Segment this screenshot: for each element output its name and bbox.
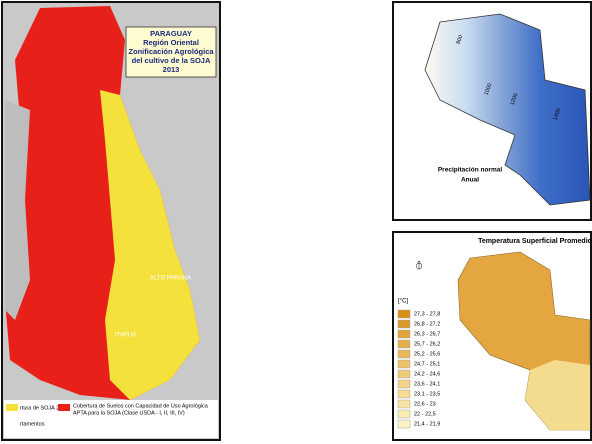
legend-swatch bbox=[397, 389, 411, 399]
legend-label: rtura de SOJA 2013 bbox=[20, 405, 68, 411]
caption: Anual bbox=[461, 177, 479, 184]
title-line: del cultivo de la SOJA bbox=[132, 56, 211, 65]
place-label: ALTO PARANA bbox=[150, 276, 191, 282]
legend-swatch bbox=[397, 379, 411, 389]
legend-swatch bbox=[397, 329, 411, 339]
legend-label: 25,2 - 25,6 bbox=[414, 351, 440, 357]
legend-swatch bbox=[397, 399, 411, 409]
legend-swatch bbox=[58, 404, 70, 411]
legend-swatch bbox=[397, 309, 411, 319]
legend-box bbox=[4, 400, 218, 438]
legend-label: 25,7 - 26,2 bbox=[414, 341, 440, 347]
title-box bbox=[125, 26, 217, 78]
legend-swatch bbox=[397, 349, 411, 359]
temperature-area bbox=[525, 360, 590, 430]
legend-label: 22 - 22,5 bbox=[414, 411, 436, 417]
legend-label: 21,4 - 21,9 bbox=[414, 421, 440, 427]
suitable-soil bbox=[100, 90, 200, 400]
legend-label: APTA para la SOJA (Clase USDA - I, II, I… bbox=[73, 410, 185, 416]
non-soy-area bbox=[5, 100, 30, 320]
legend-label: 24,2 - 24,6 bbox=[414, 371, 440, 377]
legend-label: rtamentos bbox=[20, 421, 45, 427]
title-line: Región Oriental bbox=[143, 38, 199, 47]
temp-legend: 27,3 - 27,8 26,8 - 27,2 26,3 - 26,7 25,7 - … bbox=[397, 309, 440, 429]
legend-swatch bbox=[397, 339, 411, 349]
legend-swatch bbox=[397, 409, 411, 419]
legend-label: 23,1 - 23,5 bbox=[414, 391, 440, 397]
isohyet-label: 1200 bbox=[510, 93, 520, 107]
legend-label: 24,7 - 25,1 bbox=[414, 361, 440, 367]
legend-label: 26,3 - 26,7 bbox=[414, 331, 440, 337]
isohyet-label: 1000 bbox=[484, 83, 494, 97]
temp-title: Temperatura Superficial Promedio bbox=[478, 238, 592, 245]
title-line: PARAGUAY bbox=[150, 29, 192, 38]
title-line: 2013 bbox=[163, 65, 180, 74]
legend-swatch bbox=[397, 359, 411, 369]
legend-swatch bbox=[397, 319, 411, 329]
title-line: Zonificación Agrológica bbox=[128, 47, 214, 56]
place-label: ITAPUA bbox=[115, 333, 136, 339]
legend-swatch bbox=[6, 404, 18, 411]
legend-swatch bbox=[397, 369, 411, 379]
precipitation-area bbox=[424, 13, 591, 206]
north-arrow: ⦽ bbox=[416, 260, 423, 272]
legend-label: 23,6 - 24,1 bbox=[414, 381, 440, 387]
temp-unit: [°C] bbox=[398, 299, 408, 305]
legend-swatch bbox=[397, 419, 411, 429]
isohyet-label: 1400 bbox=[553, 108, 563, 122]
isohyet-label: 800 bbox=[456, 34, 465, 45]
legend-label: 27,3 - 27,8 bbox=[414, 311, 440, 317]
caption: Precipitación normal bbox=[438, 167, 502, 174]
legend-label: 26,8 - 27,2 bbox=[414, 321, 440, 327]
legend-label: Cobertura de Suelos con Capacidad de Uso… bbox=[73, 403, 209, 409]
legend-label: 22,6 - 23 bbox=[414, 401, 436, 407]
